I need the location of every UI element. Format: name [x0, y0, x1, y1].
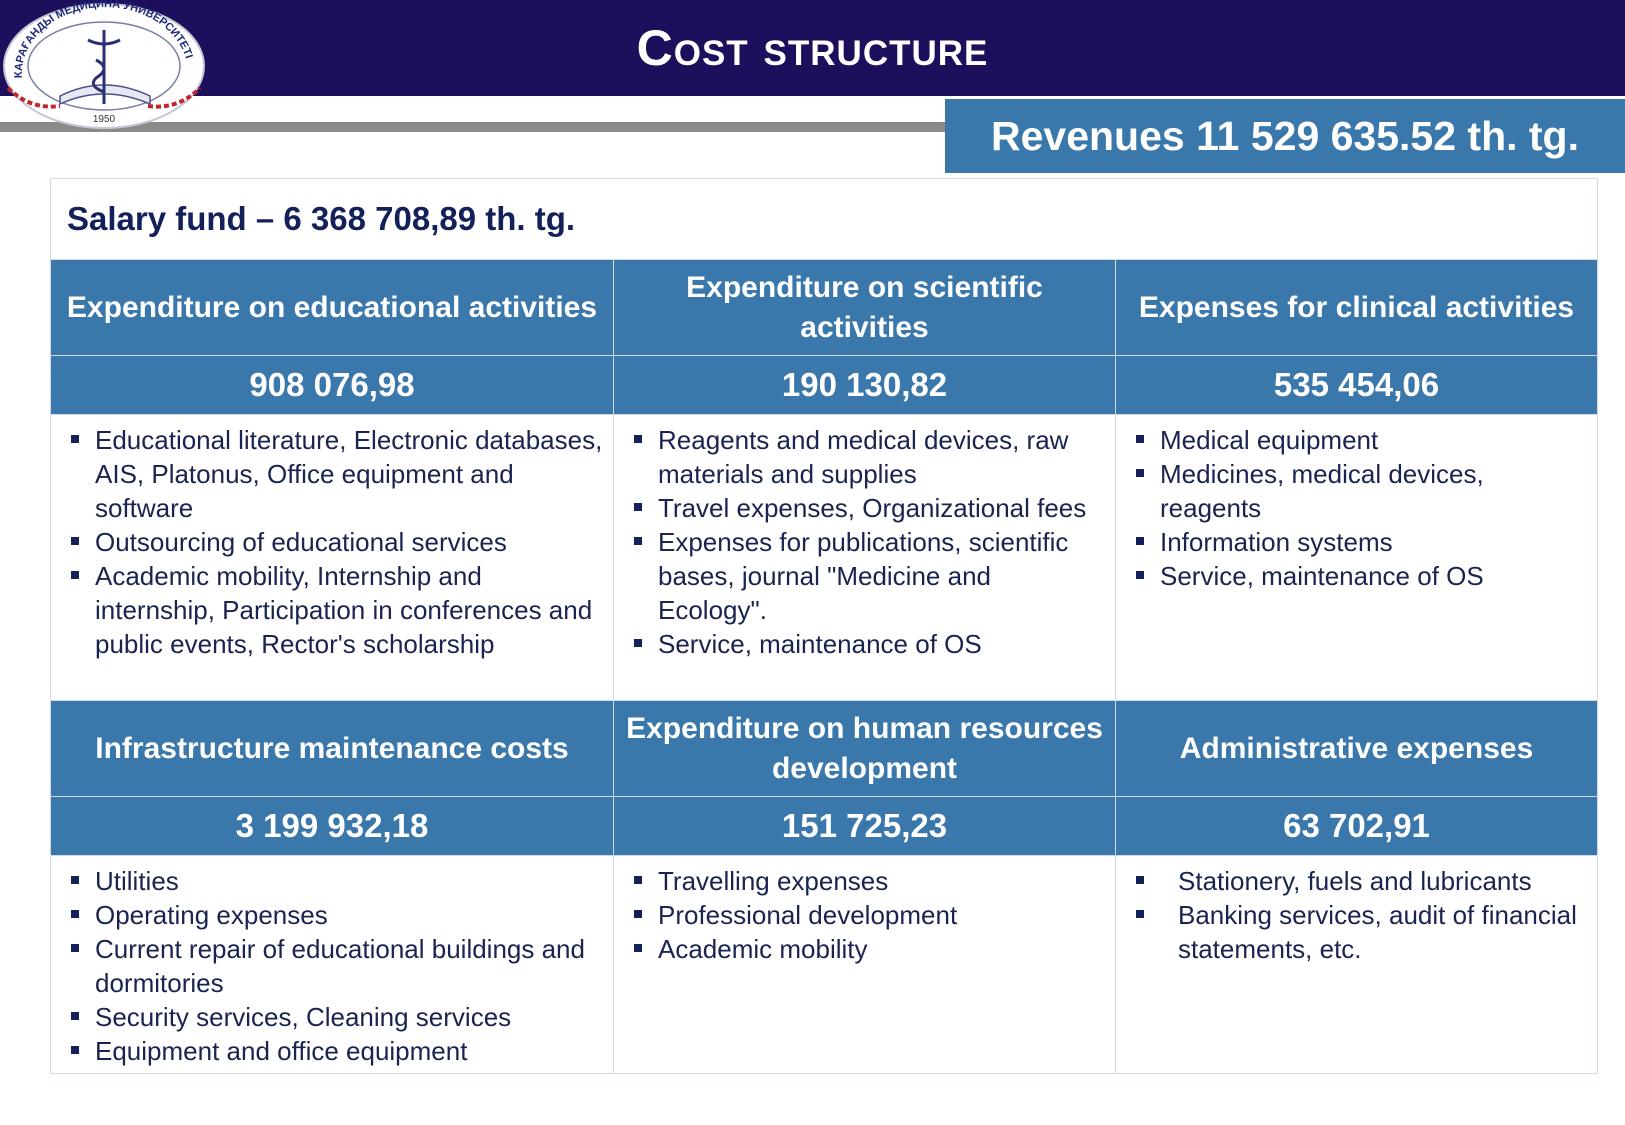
cost-table: Salary fund – 6 368 708,89 th. tg. Expen… [49, 178, 1599, 1074]
item-list: Travelling expenses Professional developm… [632, 864, 1105, 966]
logo-year: 1950 [93, 114, 116, 125]
list-item: Operating expenses [69, 898, 603, 932]
category-heading: Infrastructure maintenance costs [50, 700, 614, 797]
list-item: Expenses for publications, scientific ba… [632, 525, 1105, 627]
heading-row: Expenditure on educational activities Exp… [50, 259, 1599, 356]
category-amount: 3 199 932,18 [50, 796, 614, 856]
category-items: Medical equipment Medicines, medical devi… [1114, 414, 1599, 701]
list-item: Stationery, fuels and lubricants [1134, 864, 1587, 898]
category-heading: Expenditure on scientific activities [613, 259, 1116, 356]
university-logo: КАРАҒАНДЫ МЕДИЦИНА УНИВЕРСИТЕТІ 1950 [3, 0, 205, 129]
header-rule [0, 122, 950, 132]
list-item: Utilities [69, 864, 603, 898]
item-list: Reagents and medical devices, raw materi… [632, 423, 1105, 661]
logo-ornament [6, 86, 202, 109]
list-item: Information systems [1134, 525, 1587, 559]
list-item: Equipment and office equipment [69, 1034, 603, 1068]
category-heading: Expenditure on educational activities [50, 259, 614, 356]
salary-fund: Salary fund – 6 368 708,89 th. tg. [49, 178, 1599, 260]
list-item: Educational literature, Electronic datab… [69, 423, 603, 525]
category-items: Reagents and medical devices, raw materi… [613, 414, 1116, 701]
list-item: Service, maintenance of OS [1134, 559, 1587, 593]
header-band [0, 0, 1625, 96]
cost-table-body: Salary fund – 6 368 708,89 th. tg. Expen… [49, 178, 1599, 1074]
list-item: Medical equipment [1134, 423, 1587, 457]
list-item: Service, maintenance of OS [632, 627, 1105, 661]
category-heading: Administrative expenses [1114, 700, 1599, 797]
revenues-box: Revenues 11 529 635.52 th. tg. [945, 99, 1625, 173]
category-amount: 151 725,23 [613, 796, 1116, 856]
item-list: Medical equipment Medicines, medical devi… [1134, 423, 1587, 593]
category-items: Stationery, fuels and lubricants Banking … [1114, 855, 1599, 1074]
category-amount: 190 130,82 [613, 355, 1116, 415]
item-list: Educational literature, Electronic datab… [69, 423, 603, 661]
list-item: Academic mobility, Internship and intern… [69, 559, 603, 661]
salary-row: Salary fund – 6 368 708,89 th. tg. [49, 178, 1599, 260]
category-items: Travelling expenses Professional developm… [613, 855, 1116, 1074]
amount-row: 908 076,98 190 130,82 535 454,06 [50, 355, 1599, 415]
list-item: Travel expenses, Organizational fees [632, 491, 1105, 525]
category-heading: Expenditure on human resources developme… [613, 700, 1116, 797]
item-list: Utilities Operating expenses Current repai… [69, 864, 603, 1068]
list-item: Professional development [632, 898, 1105, 932]
list-item: Outsourcing of educational services [69, 525, 603, 559]
list-item: Banking services, audit of financial sta… [1134, 898, 1587, 966]
item-list: Stationery, fuels and lubricants Banking … [1134, 864, 1587, 966]
category-amount: 535 454,06 [1114, 355, 1599, 415]
items-row: Educational literature, Electronic datab… [50, 414, 1599, 701]
category-heading: Expenses for clinical activities [1114, 259, 1599, 356]
heading-row: Infrastructure maintenance costs Expendit… [50, 700, 1599, 797]
logo-globe [27, 21, 181, 111]
list-item: Academic mobility [632, 932, 1105, 966]
items-row: Utilities Operating expenses Current repai… [50, 855, 1599, 1074]
list-item: Current repair of educational buildings … [69, 932, 603, 1000]
logo-book [59, 84, 151, 106]
category-items: Educational literature, Electronic datab… [50, 414, 614, 701]
category-amount: 908 076,98 [50, 355, 614, 415]
amount-row: 3 199 932,18 151 725,23 63 702,91 [50, 796, 1599, 856]
list-item: Reagents and medical devices, raw materi… [632, 423, 1105, 491]
logo-emblem [87, 30, 121, 104]
list-item: Travelling expenses [632, 864, 1105, 898]
category-items: Utilities Operating expenses Current repai… [50, 855, 614, 1074]
category-amount: 63 702,91 [1114, 796, 1599, 856]
list-item: Security services, Cleaning services [69, 1000, 603, 1034]
list-item: Medicines, medical devices, reagents [1134, 457, 1587, 525]
slide-title: Cost structure [636, 20, 989, 76]
